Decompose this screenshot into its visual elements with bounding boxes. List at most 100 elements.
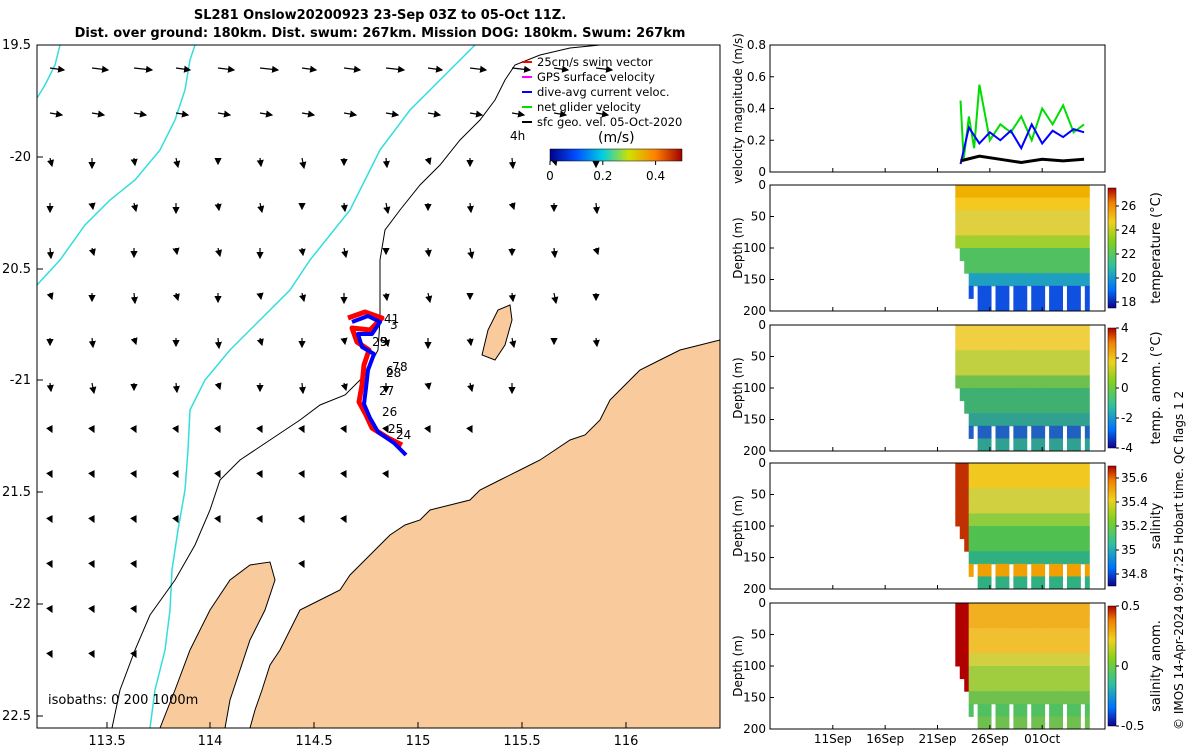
heatmap-cell <box>1022 640 1028 654</box>
heatmap-cell <box>1017 666 1023 680</box>
heatmap-cell <box>1049 463 1055 477</box>
heatmap-cell <box>1040 375 1046 389</box>
heatmap-cell <box>1031 500 1037 514</box>
heatmap-cell <box>1035 538 1041 552</box>
heatmap-cell <box>995 235 1001 249</box>
heatmap-cell <box>1013 362 1019 376</box>
velocity-vector <box>259 110 274 118</box>
velocity-vector <box>88 337 96 349</box>
heatmap-cell <box>995 551 1001 565</box>
heatmap-cell <box>1008 538 1014 552</box>
x-tick-label: 01Oct <box>1024 732 1060 746</box>
heatmap-cell <box>968 475 974 489</box>
heatmap-cell <box>982 222 988 236</box>
heatmap-cell <box>1084 222 1090 236</box>
heatmap-cell <box>1066 463 1072 477</box>
heatmap-cell <box>1053 538 1059 552</box>
heatmap-cell <box>964 222 970 236</box>
heatmap-cell <box>977 235 983 249</box>
velocity-vector <box>47 157 55 168</box>
heatmap-cell <box>1013 628 1019 642</box>
heatmap-cell <box>1071 185 1077 199</box>
legend-item: GPS surface velocity <box>537 70 655 84</box>
land-mainland <box>249 339 720 728</box>
heatmap-cell <box>955 628 961 642</box>
heatmap-cell <box>1084 298 1090 312</box>
heatmap-cell <box>1058 438 1063 452</box>
heatmap-cell <box>1022 551 1028 565</box>
heatmap-cell <box>955 475 961 489</box>
depth-ylabel: Depth (m) <box>731 495 745 556</box>
heatmap-cell <box>973 222 979 236</box>
heatmap-cell <box>1022 197 1028 211</box>
isobath-200m <box>111 45 601 728</box>
velocity-vector <box>343 110 358 118</box>
heatmap-cell <box>1053 666 1059 680</box>
heatmap-cell <box>1075 691 1081 705</box>
heatmap-cell <box>995 463 1001 477</box>
colorbar-label: temperature (°C) <box>1149 192 1164 304</box>
heatmap-cell <box>991 350 996 364</box>
heatmap-cell <box>982 551 988 565</box>
heatmap-cell <box>1004 513 1010 527</box>
heatmap-cell <box>1053 691 1059 705</box>
heatmap-cell <box>1049 628 1055 642</box>
heatmap-cell <box>1066 640 1072 654</box>
heatmap-cell <box>986 298 992 312</box>
velocity-vector <box>46 470 53 479</box>
heatmap-cell <box>973 210 979 224</box>
heatmap-cell <box>1053 475 1059 489</box>
heatmap-cell <box>1040 235 1046 249</box>
heatmap-cell <box>973 513 979 527</box>
velocity-vector <box>88 560 95 569</box>
heatmap-cell <box>999 703 1005 717</box>
velocity-vector <box>130 292 138 305</box>
heatmap-cell <box>1031 260 1037 274</box>
heatmap-cell <box>999 551 1005 565</box>
heatmap-cell <box>1026 526 1032 540</box>
heatmap-cell <box>1031 438 1037 452</box>
heatmap-cell <box>999 248 1005 262</box>
heatmap-cell <box>959 500 965 514</box>
heatmap-cell <box>1017 678 1023 692</box>
heatmap-cell <box>1017 235 1023 249</box>
heatmap-cell <box>986 185 992 199</box>
heatmap-cell <box>1040 691 1046 705</box>
heatmap-cell <box>1040 210 1046 224</box>
velocity-vector <box>130 425 137 434</box>
section-colorbar <box>1107 187 1117 309</box>
heatmap-cell <box>986 235 992 249</box>
heatmap-cell <box>1080 413 1086 427</box>
heatmap-cell <box>995 375 1001 389</box>
heatmap-cell <box>995 703 1001 717</box>
heatmap-cell <box>999 640 1005 654</box>
heatmap-cell <box>1084 703 1090 717</box>
heatmap-cell <box>1022 628 1028 642</box>
heatmap-cell <box>1022 603 1028 617</box>
colorbar-label: temp. anom. (°C) <box>1149 331 1164 444</box>
heatmap-cell <box>1022 488 1028 502</box>
velocity-vector <box>427 110 442 118</box>
heatmap-cell <box>1040 413 1046 427</box>
heatmap-cell <box>1066 615 1072 629</box>
y-tick-label: 150 <box>743 691 766 705</box>
heatmap-cell <box>1049 653 1055 667</box>
figure-title-line2: Dist. over ground: 180km. Dist. swum: 26… <box>74 26 686 41</box>
heatmap-cell <box>1044 350 1050 364</box>
heatmap-cell <box>1058 691 1063 705</box>
heatmap-cell <box>1084 325 1090 339</box>
heatmap-cell <box>1031 425 1037 439</box>
heatmap-cell <box>995 513 1001 527</box>
heatmap-cell <box>1071 551 1077 565</box>
speed-colorbar <box>549 148 683 162</box>
colorbar-tick-label: 0 <box>1121 659 1129 673</box>
heatmap-cell <box>1075 222 1081 236</box>
heatmap-cell <box>995 285 1001 299</box>
heatmap-cell <box>1058 551 1063 565</box>
lat-tick-label: 22.5 <box>2 709 31 724</box>
heatmap-cell <box>1084 210 1090 224</box>
heatmap-cell <box>977 298 983 312</box>
heatmap-cell <box>973 475 979 489</box>
heatmap-cell <box>1035 551 1041 565</box>
